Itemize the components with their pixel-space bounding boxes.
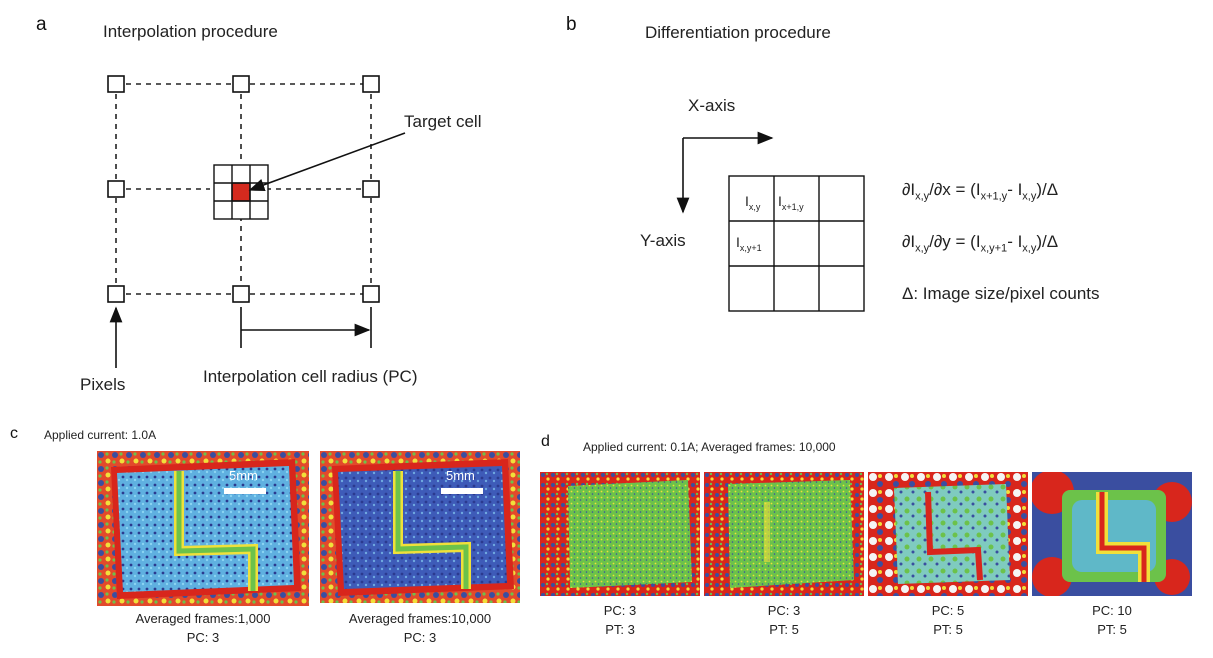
pixel-square — [362, 285, 380, 303]
scale-bar-label: 5mm — [229, 468, 258, 483]
panel-b-letter: b — [566, 14, 577, 35]
cell-ixy1: Ix,y+1 — [736, 234, 762, 253]
panel-c-letter: c — [10, 425, 18, 442]
panel-d-letter: d — [541, 433, 550, 450]
caption-c2-line2: PC: 3 — [403, 630, 437, 645]
panel-c-title: Applied current: 1.0A — [44, 428, 157, 442]
caption-d2-line1: PC: 3 — [767, 603, 801, 618]
map-image-d4 — [1032, 472, 1192, 596]
scale-bar-label: 5mm — [446, 468, 475, 483]
pixel-square — [107, 75, 125, 93]
map-image-d3 — [868, 472, 1028, 596]
formula-delta: Δ: Image size/pixel counts — [902, 284, 1100, 303]
caption-d2-line2: PT: 5 — [769, 622, 799, 637]
y-axis-label: Y-axis — [640, 231, 686, 250]
formula-dy: ∂Ix,y/∂y = (Ix,y+1- Ix,y)/Δ — [902, 232, 1059, 255]
caption-d3-line1: PC: 5 — [931, 603, 965, 618]
target-cell-grid — [213, 164, 269, 220]
caption-c2-line1: Averaged frames:10,000 — [348, 611, 492, 626]
pixel-square — [107, 180, 125, 198]
caption-c1-line1: Averaged frames:1,000 — [135, 611, 271, 626]
cell-ixy: Ix,y — [745, 193, 761, 212]
pixel-square — [362, 180, 380, 198]
pixels-label: Pixels — [80, 375, 126, 394]
caption-d1-line1: PC: 3 — [603, 603, 637, 618]
panel-a-letter: a — [36, 14, 47, 35]
panel-d-title: Applied current: 0.1A; Averaged frames: … — [583, 440, 836, 454]
target-cell-label: Target cell — [404, 112, 482, 131]
map-image-d1 — [540, 472, 700, 596]
radius-label: Interpolation cell radius (PC) — [203, 367, 418, 386]
caption-d1-line2: PT: 3 — [605, 622, 635, 637]
target-arrow — [248, 132, 406, 192]
scale-bar — [224, 488, 266, 494]
scale-bar — [441, 488, 483, 494]
x-axis-label: X-axis — [688, 96, 736, 115]
pixel-grid-3x3 — [728, 175, 865, 312]
map-image-c1 — [97, 451, 309, 606]
caption-d4-line2: PT: 5 — [1097, 622, 1127, 637]
pixel-square — [232, 285, 250, 303]
formula-dx: ∂Ix,y/∂x = (Ix+1,y- Ix,y)/Δ — [902, 180, 1059, 203]
pixel-square — [362, 75, 380, 93]
map-image-c2 — [320, 451, 520, 603]
cell-ix1y: Ix+1,y — [778, 193, 804, 212]
caption-d3-line2: PT: 5 — [933, 622, 963, 637]
panel-a-title: Interpolation procedure — [103, 22, 278, 41]
differentiation-diagram — [676, 131, 865, 312]
map-image-d2 — [704, 472, 864, 596]
interpolation-diagram — [107, 75, 406, 368]
pixel-square — [232, 75, 250, 93]
pixel-square — [107, 285, 125, 303]
panel-b-title: Differentiation procedure — [645, 23, 831, 42]
caption-c1-line2: PC: 3 — [186, 630, 220, 645]
caption-d4-line1: PC: 10 — [1092, 603, 1132, 618]
